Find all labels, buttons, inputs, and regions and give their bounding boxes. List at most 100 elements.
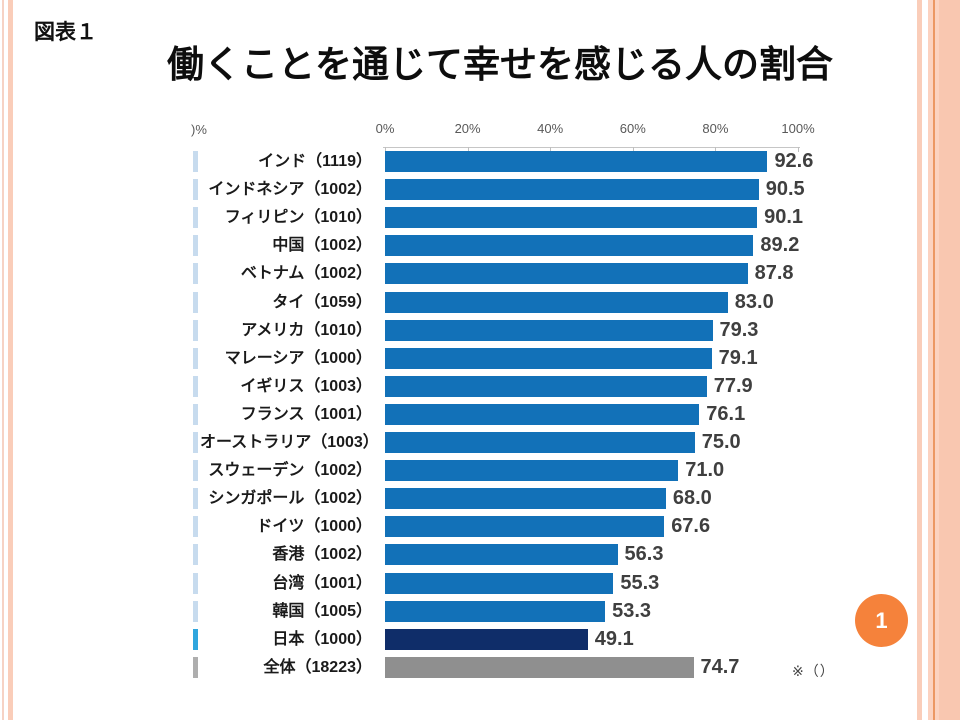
cropped-chart-remnant-bar bbox=[193, 516, 198, 538]
cropped-chart-remnant-bar bbox=[193, 572, 198, 594]
bar bbox=[385, 263, 748, 285]
x-axis-tick-label: 40% bbox=[537, 121, 564, 136]
bar bbox=[385, 572, 614, 594]
right-border-strip-inner bbox=[917, 0, 922, 720]
cropped-chart-remnant-bar bbox=[193, 263, 198, 285]
value-label: 79.1 bbox=[718, 346, 758, 369]
row-label: インド（1119） bbox=[258, 153, 372, 170]
left-border-strip bbox=[8, 0, 13, 720]
cropped-axis-remnant-text: )% bbox=[191, 122, 207, 137]
cropped-chart-remnant-bar bbox=[193, 544, 198, 566]
footnote: ※（） bbox=[792, 663, 835, 679]
value-label: 74.7 bbox=[700, 655, 740, 678]
bar bbox=[385, 460, 679, 482]
cropped-chart-remnant-bar bbox=[193, 151, 198, 172]
bar bbox=[385, 516, 665, 538]
cropped-chart-remnant-bar bbox=[193, 432, 198, 453]
cropped-chart-remnant-bar bbox=[193, 347, 198, 369]
row-label: 香港（1002） bbox=[272, 546, 372, 564]
x-axis-tick-mark bbox=[550, 147, 552, 152]
value-label: 68.0 bbox=[672, 487, 712, 510]
value-label: 76.1 bbox=[706, 402, 746, 425]
bar bbox=[385, 375, 707, 397]
cropped-chart-remnant-bar bbox=[193, 235, 198, 257]
row-label: オーストラリア（1003） bbox=[200, 434, 379, 451]
x-axis-tick-mark bbox=[798, 147, 799, 152]
bar bbox=[385, 235, 754, 257]
right-border-band-outer bbox=[939, 0, 960, 720]
value-label: 71.0 bbox=[685, 459, 725, 482]
x-axis-tick-mark bbox=[632, 147, 634, 152]
bar bbox=[385, 151, 768, 172]
value-label: 90.5 bbox=[765, 178, 805, 201]
cropped-chart-remnant-bar bbox=[193, 319, 198, 341]
row-label: インドネシア（1002） bbox=[208, 181, 372, 199]
cropped-chart-remnant-bar bbox=[193, 207, 198, 229]
cropped-chart-remnant-bar bbox=[193, 460, 198, 482]
page-number: 1 bbox=[875, 607, 888, 633]
row-label: タイ（1059） bbox=[272, 293, 372, 311]
bar bbox=[385, 628, 588, 650]
bar bbox=[385, 179, 759, 201]
x-axis-tick-label: 80% bbox=[702, 121, 729, 136]
cropped-chart-remnant-bar bbox=[193, 656, 198, 678]
cropped-chart-remnant-bar bbox=[193, 179, 198, 201]
cropped-chart-remnant-bar bbox=[193, 291, 198, 313]
row-label: 日本（1000） bbox=[272, 630, 372, 648]
right-border-accent-line bbox=[933, 0, 935, 720]
row-label: ベトナム（1002） bbox=[240, 265, 372, 283]
x-axis-tick-label: 20% bbox=[454, 121, 481, 136]
row-label: 韓国（1005） bbox=[272, 602, 372, 620]
row-label: ドイツ（1000） bbox=[256, 518, 372, 536]
row-label: 台湾（1001） bbox=[272, 574, 372, 592]
bar bbox=[385, 207, 758, 229]
bar bbox=[385, 403, 700, 425]
cropped-chart-remnant-bar bbox=[193, 488, 198, 510]
x-axis-tick-label: 0% bbox=[375, 121, 395, 136]
figure-label: 図表１ bbox=[34, 21, 97, 44]
bar bbox=[385, 656, 694, 678]
value-label: 83.0 bbox=[734, 290, 774, 313]
bar bbox=[385, 600, 606, 622]
row-label: イギリス（1003） bbox=[240, 377, 372, 395]
value-label: 55.3 bbox=[620, 571, 660, 594]
bar bbox=[385, 347, 712, 369]
page-number-badge: 1 bbox=[855, 594, 908, 647]
value-label: 87.8 bbox=[754, 262, 794, 285]
row-label: フランス（1001） bbox=[240, 405, 372, 423]
bar bbox=[385, 319, 713, 341]
bar bbox=[385, 488, 666, 510]
value-label: 77.9 bbox=[713, 374, 753, 397]
value-label: 79.3 bbox=[719, 318, 759, 341]
row-label: フィリピン（1010） bbox=[224, 209, 372, 227]
cropped-chart-remnant-bar bbox=[193, 600, 198, 622]
cropped-chart-remnant-bar bbox=[193, 375, 198, 397]
row-label: シンガポール（1002） bbox=[208, 490, 372, 508]
value-label: 90.1 bbox=[764, 206, 804, 229]
cropped-chart-remnant-bar bbox=[193, 403, 198, 425]
x-axis-line bbox=[383, 147, 800, 148]
row-label: アメリカ（1010） bbox=[241, 321, 372, 339]
row-label: スウェーデン（1002） bbox=[208, 462, 372, 480]
left-border-thin-line bbox=[2, 0, 4, 720]
value-label: 67.6 bbox=[671, 515, 711, 538]
value-label: 56.3 bbox=[624, 543, 664, 566]
value-label: 53.3 bbox=[612, 599, 652, 622]
row-label: マレーシア（1000） bbox=[224, 349, 372, 367]
x-axis-tick-mark bbox=[715, 147, 717, 152]
value-label: 75.0 bbox=[701, 431, 741, 453]
value-label: 49.1 bbox=[594, 627, 634, 650]
x-axis-tick-mark bbox=[385, 147, 386, 152]
bar bbox=[385, 432, 695, 453]
page-title: 働くことを通じて幸せを感じる人の割合 bbox=[167, 44, 833, 85]
x-axis-tick-label: 100% bbox=[781, 121, 815, 136]
bar bbox=[385, 544, 618, 566]
row-label: 中国（1002） bbox=[272, 237, 372, 255]
x-axis-tick-label: 60% bbox=[619, 121, 646, 136]
value-label: 92.6 bbox=[774, 150, 814, 172]
value-label: 89.2 bbox=[760, 234, 800, 257]
bar bbox=[385, 291, 728, 313]
x-axis-tick-mark bbox=[467, 147, 469, 152]
